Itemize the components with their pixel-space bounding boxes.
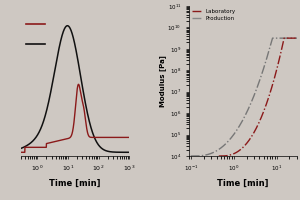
Y-axis label: Modulus [Pa]: Modulus [Pa] [159,55,166,107]
X-axis label: Time [min]: Time [min] [50,178,101,187]
Legend: Laboratory, Production: Laboratory, Production [191,9,236,22]
X-axis label: Time [min]: Time [min] [217,178,268,187]
